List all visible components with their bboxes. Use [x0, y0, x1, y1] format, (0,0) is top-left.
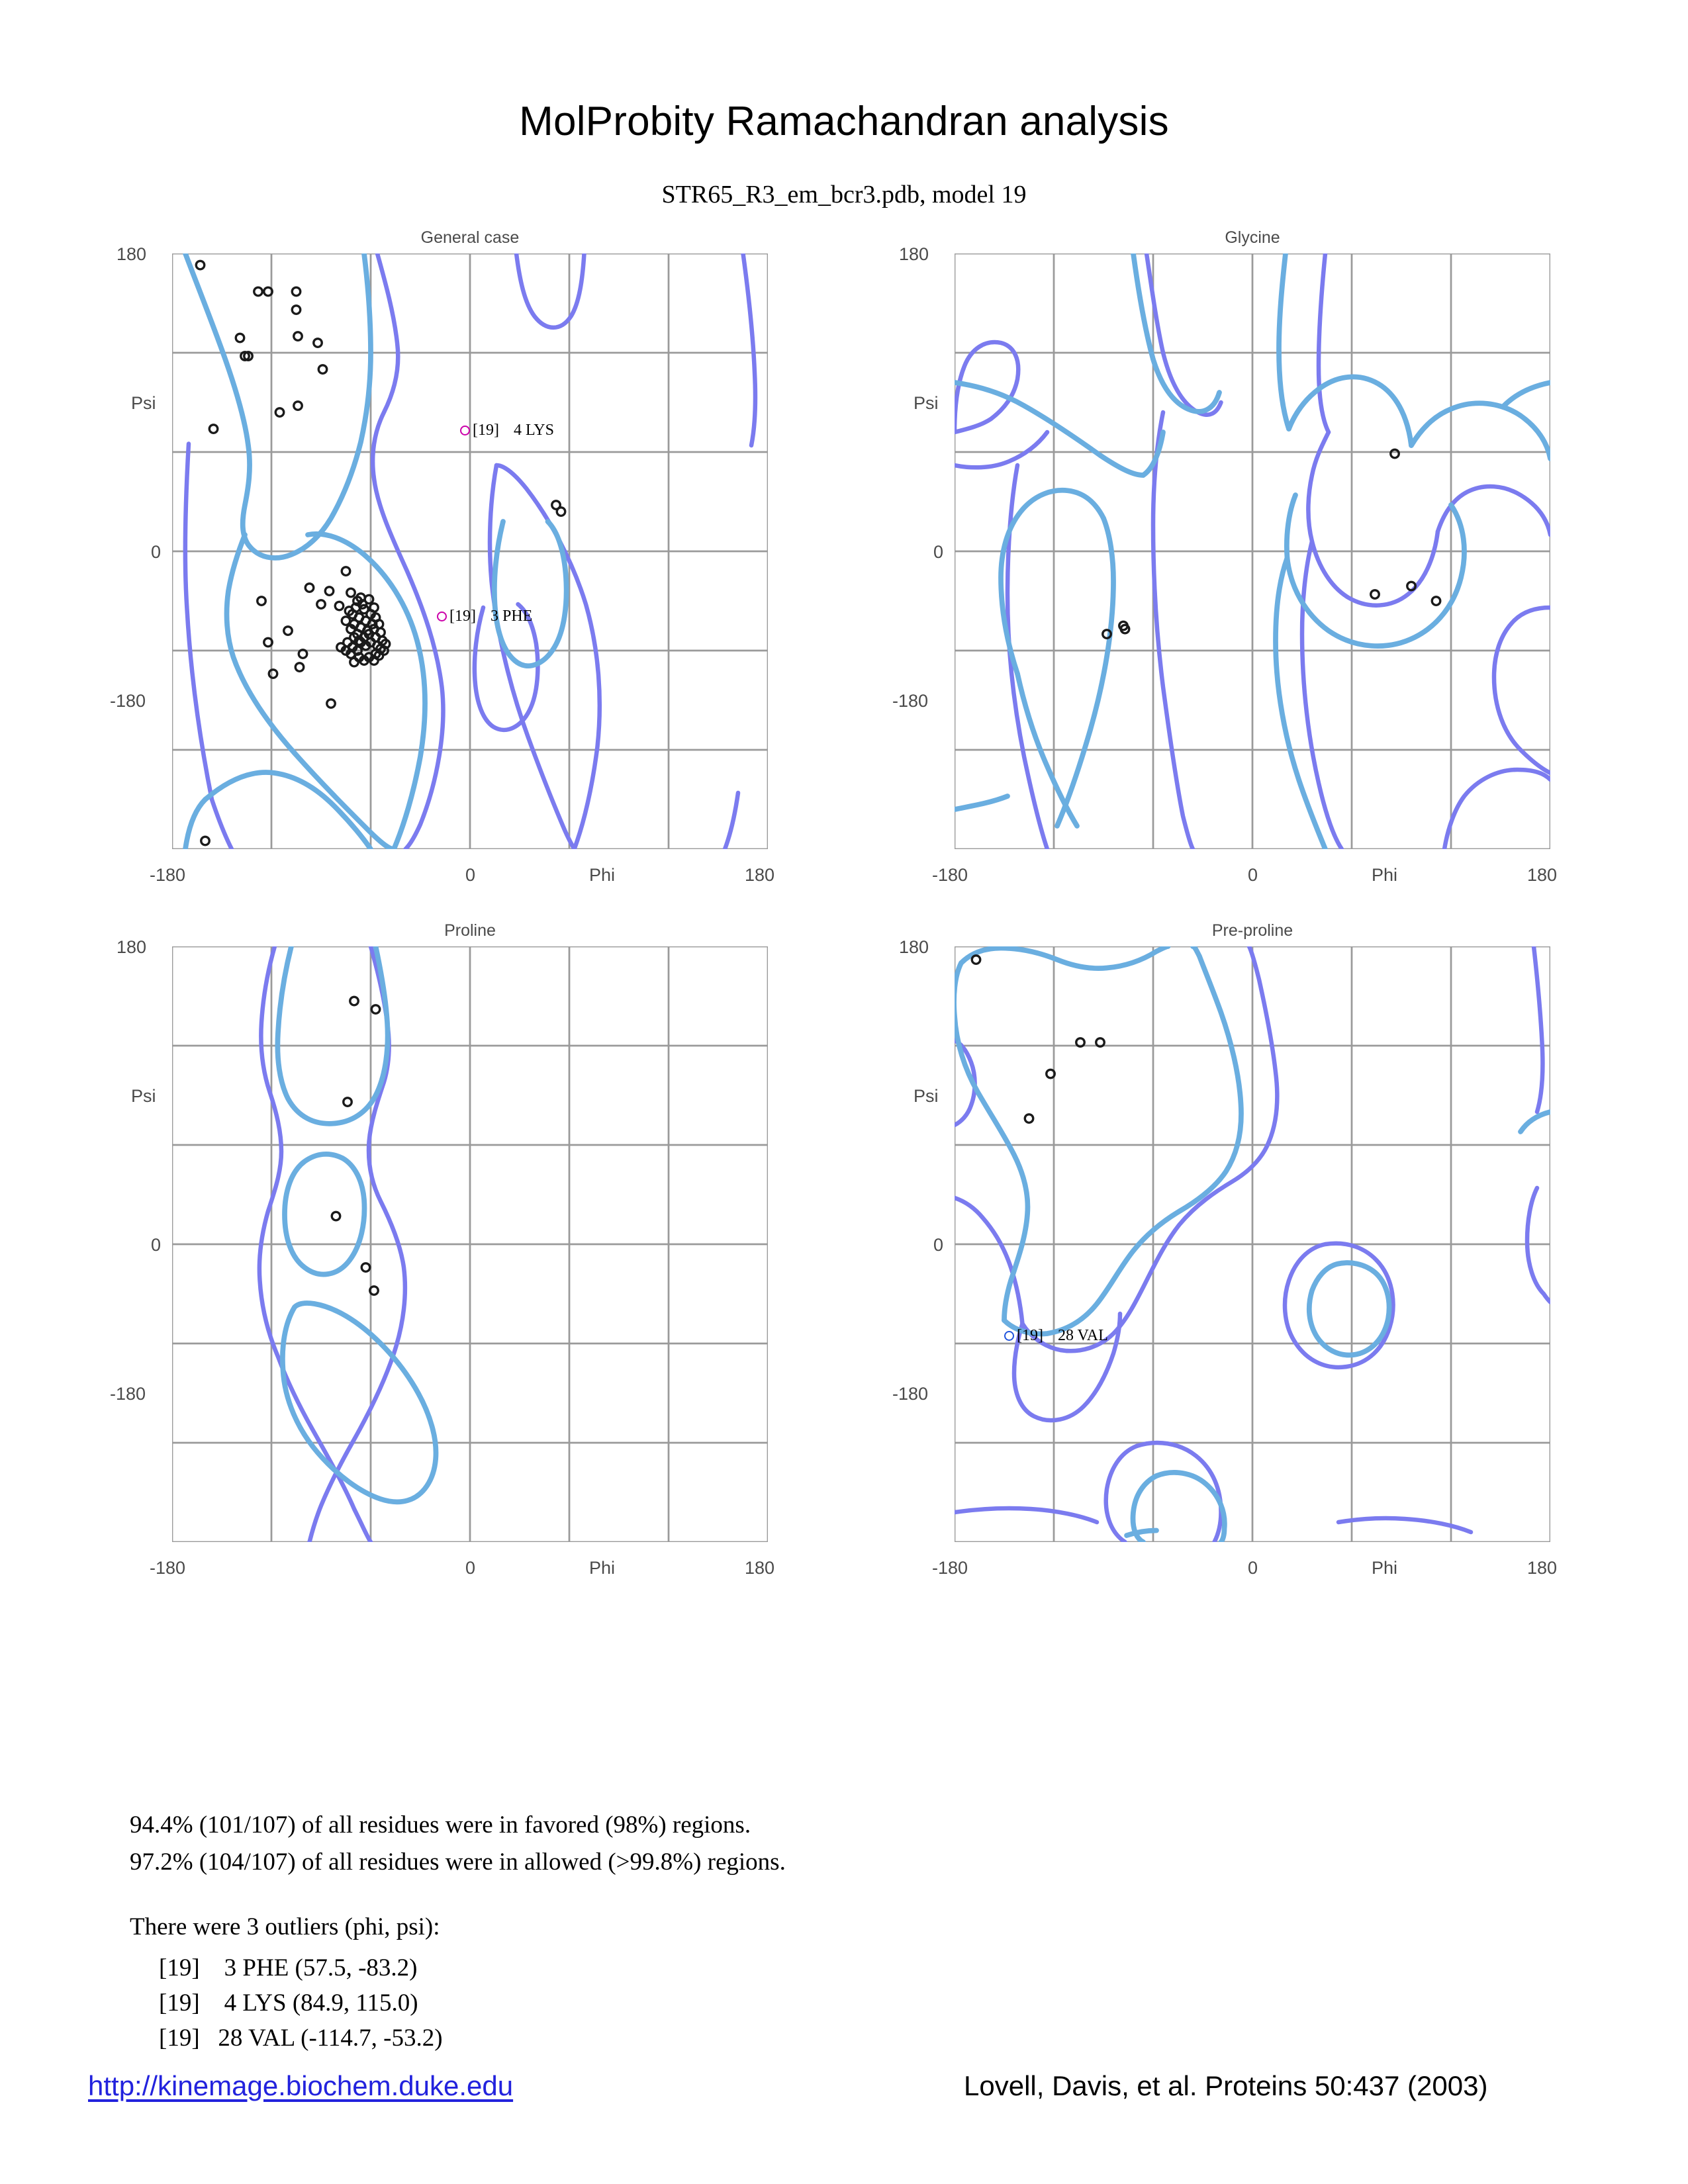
- plot-area-general: [172, 253, 768, 849]
- outlier-model-id: [19]: [473, 422, 499, 439]
- outlier-list: [19] 3 PHE (57.5, -83.2) [19] 4 LYS (84.…: [159, 1950, 443, 2056]
- grid-lines: [172, 946, 768, 1542]
- outlier-annotation-4lys: [19] 4 LYS: [460, 422, 554, 439]
- x-tick-0: 0: [1248, 1558, 1258, 1578]
- outlier-annotation-28val: [19] 28 VAL: [1004, 1327, 1108, 1345]
- plot-area-glycine: [955, 253, 1550, 849]
- y-axis-label: Psi: [914, 1086, 939, 1106]
- grid-lines: [955, 946, 1550, 1542]
- allowed-contour: [955, 946, 1550, 1542]
- outlier-marker-icon: [1004, 1331, 1014, 1341]
- y-axis-label: Psi: [914, 393, 939, 413]
- x-tick-0: 0: [1248, 865, 1258, 885]
- favored-contour: [183, 253, 569, 849]
- x-tick-neg180: -180: [932, 865, 968, 885]
- outlier-model-id: [19]: [449, 608, 476, 625]
- plot-area-proline: [172, 946, 768, 1542]
- ramachandran-panel-glycine: Glycine 180 Psi 0 -180 -180 0 Phi 180: [892, 228, 1610, 897]
- residue-points: [1102, 448, 1442, 639]
- x-axis-label: Phi: [1372, 865, 1398, 885]
- citation-text: Lovell, Davis, et al. Proteins 50:437 (2…: [964, 2070, 1488, 2101]
- panel-title-general: General case: [420, 228, 520, 247]
- residue-points: [330, 995, 381, 1296]
- ramachandran-panel-general: General case 180 Psi 0 -180 -180 0 Phi 1…: [110, 228, 827, 897]
- x-tick-neg180: -180: [150, 865, 186, 885]
- y-tick-neg180: -180: [892, 1384, 929, 1404]
- favored-statistic: 94.4% (101/107) of all residues were in …: [130, 1811, 751, 1839]
- x-tick-0: 0: [465, 1558, 476, 1578]
- x-tick-0: 0: [465, 865, 476, 885]
- grid-lines: [172, 253, 768, 849]
- x-tick-180: 180: [1527, 1558, 1558, 1578]
- y-tick-0: 0: [151, 1235, 162, 1255]
- x-axis-label: Phi: [589, 865, 616, 885]
- y-tick-0: 0: [933, 542, 944, 562]
- allowed-statistic: 97.2% (104/107) of all residues were in …: [130, 1848, 786, 1876]
- y-tick-0: 0: [933, 1235, 944, 1255]
- y-tick-neg180: -180: [892, 691, 929, 711]
- y-axis-label: Psi: [131, 393, 156, 413]
- y-tick-neg180: -180: [110, 1384, 146, 1404]
- outlier-marker-icon: [437, 612, 447, 621]
- kinemage-website-link[interactable]: http://kinemage.biochem.duke.edu: [88, 2070, 514, 2101]
- favored-contour: [955, 253, 1550, 849]
- x-tick-180: 180: [745, 1558, 775, 1578]
- x-tick-180: 180: [745, 865, 775, 885]
- outlier-model-id: [19]: [1017, 1327, 1043, 1344]
- y-tick-neg180: -180: [110, 691, 146, 711]
- panel-title-preproline: Pre-proline: [1211, 921, 1293, 940]
- page-subtitle: STR65_R3_em_bcr3.pdb, model 19: [661, 181, 1027, 208]
- outlier-residue-name: 28 VAL: [1057, 1327, 1108, 1344]
- ramachandran-panel-preproline: Pre-proline 180 Psi 0 -180 -180 0 Phi 18…: [892, 921, 1610, 1590]
- outlier-list-item: [19] 4 LYS (84.9, 115.0): [159, 1989, 418, 2017]
- panel-title-proline: Proline: [444, 921, 496, 940]
- panel-title-glycine: Glycine: [1225, 228, 1280, 247]
- outlier-section-header: There were 3 outliers (phi, psi):: [130, 1913, 440, 1940]
- x-tick-neg180: -180: [932, 1558, 968, 1578]
- outlier-residue-name: 3 PHE: [490, 608, 533, 625]
- page-title: MolProbity Ramachandran analysis: [519, 99, 1169, 144]
- x-tick-neg180: -180: [150, 1558, 186, 1578]
- y-tick-0: 0: [151, 542, 162, 562]
- x-axis-label: Phi: [1372, 1558, 1398, 1578]
- allowed-contour: [183, 253, 758, 849]
- y-tick-180: 180: [117, 244, 147, 264]
- x-tick-180: 180: [1527, 865, 1558, 885]
- plot-area-preproline: [955, 946, 1550, 1542]
- residue-points: [195, 259, 567, 846]
- summary-statistics: 94.4% (101/107) of all residues were in …: [130, 1807, 786, 1881]
- y-tick-180: 180: [117, 937, 147, 957]
- outlier-marker-icon: [460, 426, 470, 435]
- outlier-list-item: [19] 28 VAL (-114.7, -53.2): [159, 2025, 443, 2052]
- y-axis-label: Psi: [131, 1086, 156, 1106]
- y-tick-180: 180: [899, 937, 929, 957]
- outlier-residue-name: 4 LYS: [513, 422, 554, 439]
- residue-points: [970, 954, 1105, 1124]
- ramachandran-panel-proline: Proline 180 Psi 0 -180 -180 0 Phi 180: [110, 921, 827, 1590]
- x-axis-label: Phi: [589, 1558, 616, 1578]
- y-tick-180: 180: [899, 244, 929, 264]
- grid-lines: [955, 253, 1550, 849]
- favored-contour: [275, 946, 439, 1505]
- outlier-list-item: [19] 3 PHE (57.5, -83.2): [159, 1954, 418, 1981]
- favored-contour: [955, 946, 1550, 1542]
- outlier-annotation-3phe: [19] 3 PHE: [437, 608, 532, 625]
